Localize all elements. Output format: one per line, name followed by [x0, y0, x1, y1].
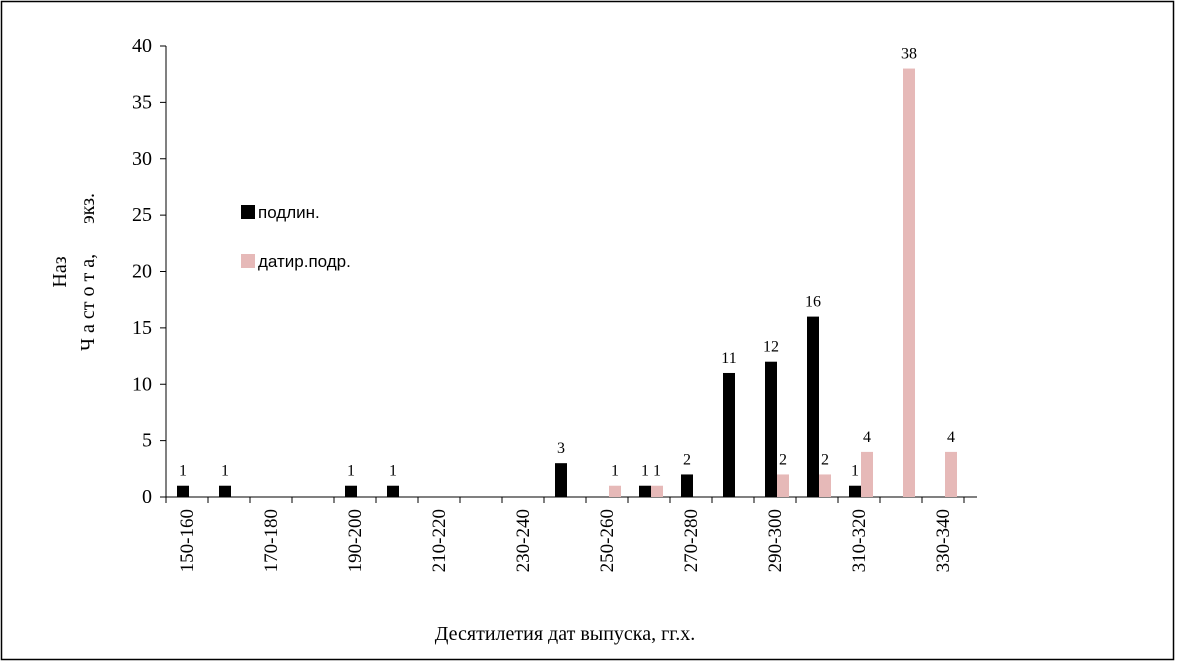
value-label: 1: [653, 463, 661, 480]
y-tick-label: 40: [132, 35, 152, 57]
bar: [681, 474, 693, 497]
y-tick-label: 25: [132, 204, 152, 226]
value-label: 2: [779, 451, 787, 468]
value-label: 4: [863, 429, 871, 446]
x-tick-label: 170-180: [261, 509, 282, 572]
y-tick-label: 0: [142, 486, 152, 508]
bar: [345, 485, 357, 497]
x-tick-label: 290-300: [765, 509, 786, 572]
y-tick-label: 10: [132, 373, 152, 395]
legend-swatch: [241, 205, 255, 219]
value-label: 3: [557, 440, 565, 457]
bar: [777, 474, 789, 497]
x-tick-label: 210-220: [429, 509, 450, 572]
bar: [723, 372, 735, 497]
value-label: 1: [179, 463, 187, 480]
bar: [219, 485, 231, 497]
bar: [765, 361, 777, 497]
value-label: 1: [221, 463, 229, 480]
bar: [177, 485, 189, 497]
value-label: 1: [851, 463, 859, 480]
bar: [903, 68, 915, 498]
bar: [861, 451, 873, 497]
bar: [849, 485, 861, 497]
x-tick-label: 250-260: [597, 509, 618, 572]
y-tick-label: 20: [132, 261, 152, 283]
x-tick-label: 330-340: [933, 509, 954, 572]
value-label: 11: [721, 350, 736, 367]
x-tick-label: 150-160: [177, 509, 198, 572]
value-label: 1: [641, 463, 649, 480]
bar: [639, 485, 651, 497]
value-label: 1: [389, 463, 397, 480]
x-tick-label: 230-240: [513, 509, 534, 572]
legend-swatch: [241, 254, 255, 268]
value-label: 1: [347, 463, 355, 480]
y-tick-label: 30: [132, 148, 152, 170]
x-tick-label: 190-200: [345, 509, 366, 572]
y-tick-label: 5: [142, 430, 152, 452]
value-label: 4: [947, 429, 955, 446]
legend-label: подлин.: [258, 203, 320, 222]
value-label: 38: [901, 46, 917, 63]
y-axis-label: Наз: [49, 256, 71, 287]
y-tick-label: 15: [132, 317, 152, 339]
bar: [807, 316, 819, 497]
x-axis-label: Десятилетия дат выпуска, гг.х.: [435, 623, 695, 645]
bar: [609, 485, 621, 497]
x-tick-label: 270-280: [681, 509, 702, 572]
value-label: 1: [611, 463, 619, 480]
y-axis-label: Ч а ст о т а, экз.: [77, 193, 99, 351]
bar: [819, 474, 831, 497]
value-label: 16: [805, 294, 821, 311]
x-tick-label: 310-320: [849, 509, 870, 572]
bar: [651, 485, 663, 497]
bar: [555, 463, 567, 497]
value-label: 2: [683, 451, 691, 468]
bar: [945, 451, 957, 497]
legend-label: датир.подр.: [258, 252, 351, 271]
bar: [387, 485, 399, 497]
value-label: 2: [821, 451, 829, 468]
y-tick-label: 35: [132, 91, 152, 113]
value-label: 12: [763, 339, 779, 356]
